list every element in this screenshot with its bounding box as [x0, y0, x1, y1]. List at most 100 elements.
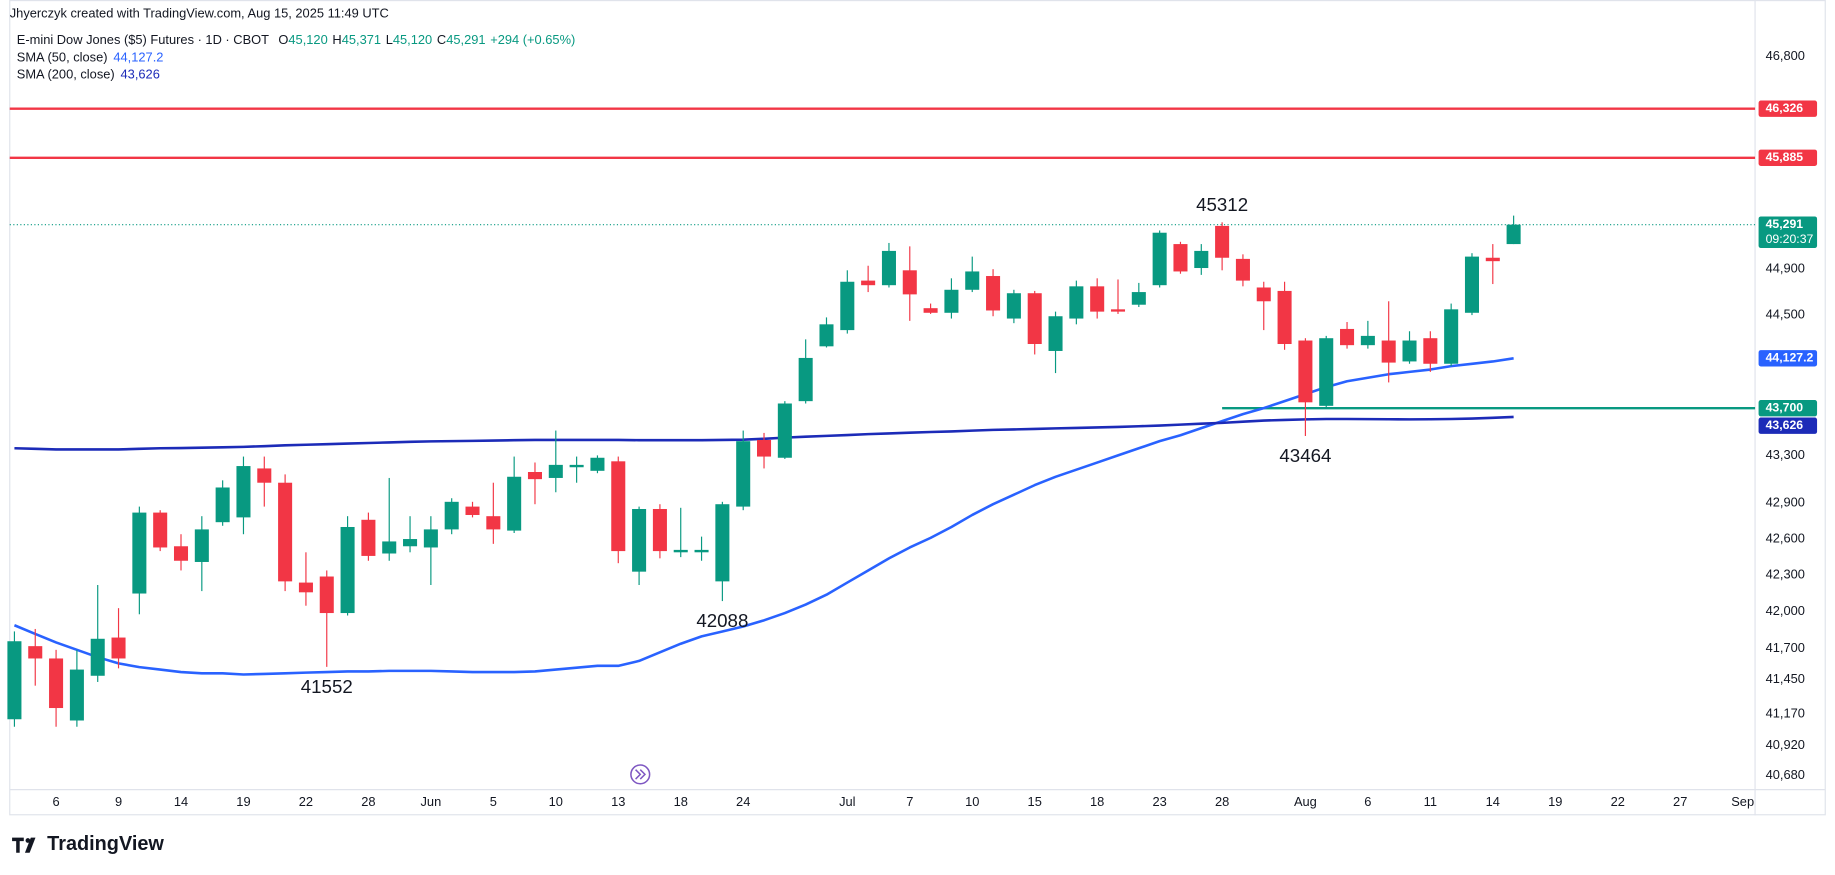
- candle-body: [69, 669, 84, 721]
- x-tick-label: 28: [1215, 794, 1229, 809]
- candle-body: [7, 641, 22, 720]
- ohlc-value: 45,120: [393, 32, 432, 47]
- price-badge-label: 43,626: [1766, 418, 1804, 432]
- symbol-legend: E-mini Dow Jones ($5) Futures · 1D · CBO…: [17, 32, 576, 47]
- x-tick-label: Jun: [421, 794, 442, 809]
- price-annotation: 43464: [1279, 445, 1331, 466]
- candle-body: [1381, 340, 1396, 363]
- ohlc-value: 45,291: [446, 32, 485, 47]
- candle-body: [944, 289, 959, 313]
- price-annotation: 42088: [696, 610, 748, 631]
- chart-frame: [9, 0, 1826, 816]
- candle-body: [1152, 232, 1167, 286]
- sma-line: [13, 357, 1514, 676]
- candle-body: [1340, 328, 1355, 346]
- y-tick-label: 46,800: [1766, 48, 1805, 63]
- candle-body: [632, 508, 647, 572]
- x-tick-label: 28: [361, 794, 375, 809]
- y-tick-label: 41,700: [1766, 640, 1805, 655]
- candle-body: [215, 487, 230, 523]
- candle-body: [694, 549, 709, 553]
- plot-area: [7, 107, 1756, 727]
- price-badge: [1758, 216, 1818, 249]
- x-tick-label: Sep: [1731, 794, 1754, 809]
- candle-body: [49, 658, 64, 709]
- candle-body: [382, 541, 397, 554]
- x-tick-label: 18: [1090, 794, 1104, 809]
- candle-body: [590, 457, 605, 471]
- countdown-label: 09:20:37: [1766, 232, 1814, 246]
- candle-body: [1506, 224, 1521, 245]
- candle-body: [652, 508, 667, 552]
- replay-icon: [630, 764, 651, 785]
- candle-body: [298, 582, 313, 593]
- x-tick-label: 7: [906, 794, 913, 809]
- candle-body: [236, 466, 251, 518]
- candle-body: [153, 512, 168, 548]
- candle-body: [819, 324, 834, 347]
- y-tick-label: 43,300: [1766, 447, 1805, 462]
- ohlc-key: C: [437, 32, 446, 47]
- x-tick-label: 19: [1548, 794, 1562, 809]
- price-badge: [1758, 149, 1818, 166]
- x-tick-label: 22: [299, 794, 313, 809]
- ohlc-value: 45,120: [288, 32, 327, 47]
- candle-body: [840, 281, 855, 331]
- price-badge: [1758, 100, 1818, 117]
- candle-body: [1464, 256, 1479, 313]
- price-annotation: 41552: [301, 676, 353, 697]
- candle-body: [1069, 286, 1084, 319]
- candle-body: [1444, 309, 1459, 364]
- x-tick-label: 13: [611, 794, 625, 809]
- candle-body: [1110, 309, 1126, 312]
- candle-body: [965, 271, 980, 290]
- x-tick-label: 9: [115, 794, 122, 809]
- candle-body: [611, 461, 626, 552]
- candle-body: [1256, 287, 1271, 302]
- candle-body: [1402, 340, 1417, 362]
- x-tick-label: 24: [736, 794, 750, 809]
- price-badge: [1758, 417, 1818, 434]
- y-tick-label: 40,680: [1766, 767, 1805, 782]
- y-tick-label: 41,450: [1766, 671, 1805, 686]
- sma-legend: SMA (50, close) 44,127.2: [17, 50, 164, 65]
- overlay: Jhyerczyk created with TradingView.com, …: [10, 5, 576, 81]
- price-badge: [1758, 350, 1818, 367]
- y-tick-label: 40,920: [1766, 737, 1805, 752]
- y-tick-label: 44,500: [1766, 306, 1805, 321]
- candle-body: [1090, 286, 1105, 312]
- candle-body: [28, 646, 43, 659]
- candle-body: [736, 441, 751, 507]
- price-badge-label: 45,885: [1766, 150, 1804, 164]
- brand-logo: TradingView: [12, 833, 164, 855]
- y-tick-label: 41,170: [1766, 706, 1805, 721]
- x-tick-label: 6: [52, 794, 59, 809]
- x-tick-label: 14: [174, 794, 188, 809]
- candle-body: [986, 276, 1001, 311]
- symbol-name: E-mini Dow Jones ($5) Futures · 1D · CBO…: [17, 32, 269, 47]
- candle-body: [1298, 340, 1313, 403]
- candle-body: [548, 464, 563, 478]
- sma-name: SMA (50, close): [17, 50, 108, 65]
- sma-value: 44,127.2: [113, 50, 163, 65]
- candle-body: [527, 472, 542, 480]
- candle-body: [798, 357, 813, 402]
- candle-body: [257, 468, 272, 483]
- ohlc-value: 45,371: [342, 32, 381, 47]
- price-badge-label: 45,291: [1766, 217, 1804, 231]
- candle-body: [173, 546, 189, 561]
- candle-body: [1215, 225, 1230, 258]
- candle-body: [444, 501, 459, 530]
- candle-body: [465, 506, 480, 515]
- candle-body: [1131, 292, 1146, 305]
- candle-body: [1048, 316, 1063, 351]
- candle-body: [715, 504, 730, 582]
- price-badge-label: 46,326: [1766, 101, 1804, 115]
- candle-body: [403, 539, 418, 547]
- candle-body: [1194, 250, 1209, 269]
- candle-body: [1423, 338, 1438, 364]
- candle-body: [881, 250, 896, 286]
- ohlc-key: H: [332, 32, 341, 47]
- x-tick-label: 11: [1424, 794, 1437, 809]
